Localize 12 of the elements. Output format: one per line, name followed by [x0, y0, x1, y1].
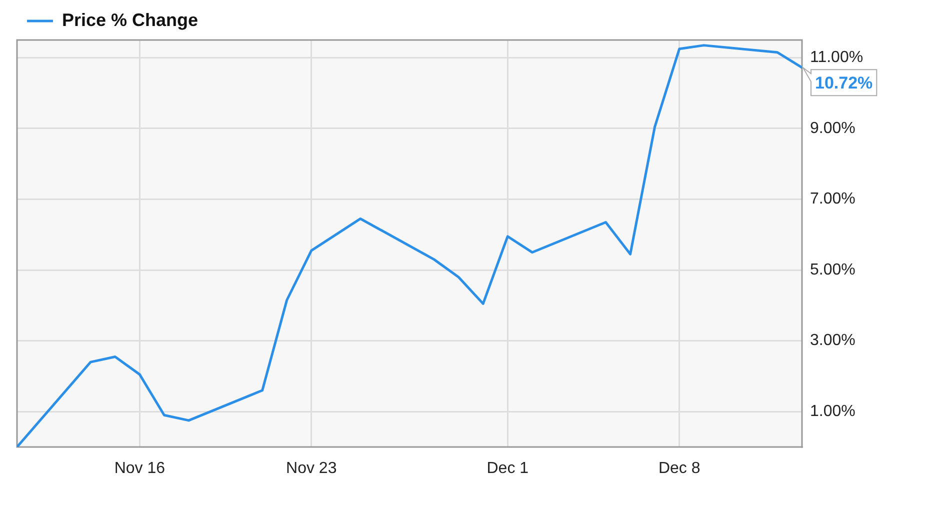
y-tick-label: 3.00%: [810, 332, 856, 350]
x-tick-label: Dec 8: [658, 460, 700, 478]
x-tick-label: Nov 16: [114, 460, 166, 478]
y-tick-label: 1.00%: [810, 403, 856, 420]
y-tick-label: 11.00%: [810, 49, 864, 66]
x-tick-label: Nov 23: [286, 460, 337, 478]
data-label: 10.72%: [815, 73, 873, 92]
legend-label: Price % Change: [62, 10, 198, 30]
y-tick-label: 9.00%: [810, 120, 856, 137]
x-tick-label: Dec 1: [486, 460, 529, 478]
y-tick-label: 5.00%: [810, 261, 856, 278]
y-tick-label: 7.00%: [810, 190, 856, 208]
